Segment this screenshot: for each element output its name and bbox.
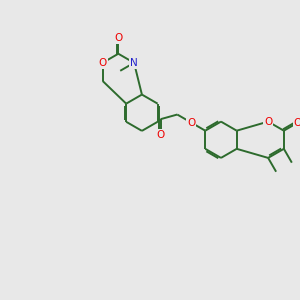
Text: O: O (264, 117, 272, 127)
Text: O: O (294, 118, 300, 128)
Text: O: O (187, 118, 196, 128)
Text: O: O (114, 33, 122, 43)
Text: N: N (130, 58, 138, 68)
Text: O: O (157, 130, 165, 140)
Text: O: O (98, 58, 107, 68)
